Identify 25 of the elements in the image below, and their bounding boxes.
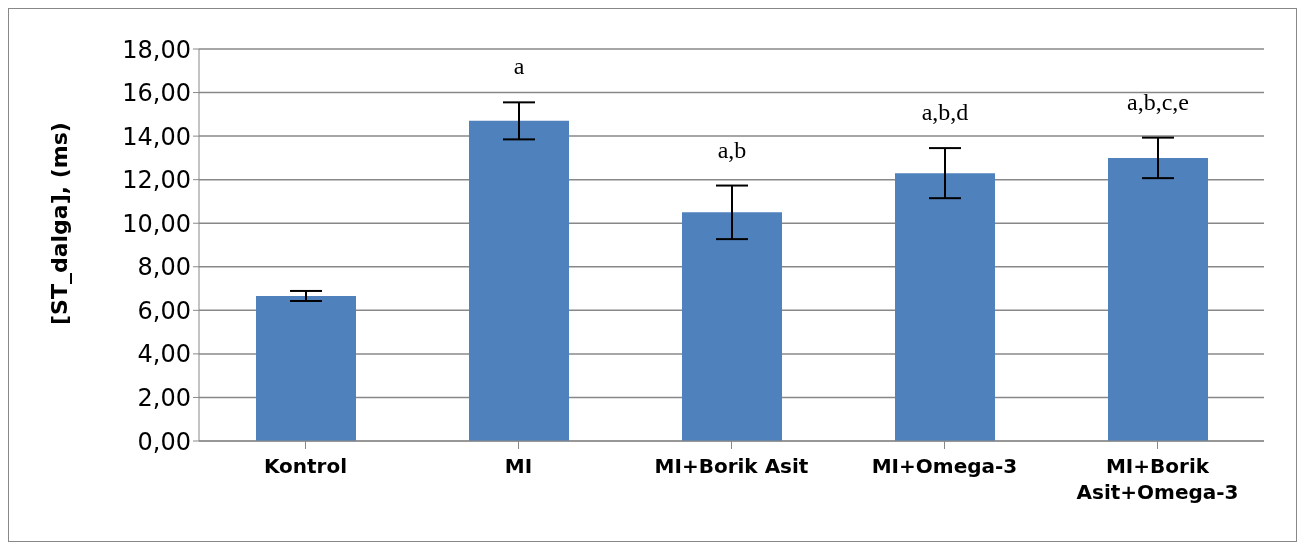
y-tick-label: 16,00 <box>122 79 191 108</box>
y-tick-label: 14,00 <box>122 122 191 151</box>
data-label: a <box>513 53 525 80</box>
y-tick-label: 10,00 <box>122 209 191 238</box>
x-tick-label: MI+Borik Asit <box>654 454 809 478</box>
x-tick-label: MI+Omega-3 <box>871 454 1018 478</box>
y-tick-label: 18,00 <box>122 35 191 64</box>
y-tick-label: 12,00 <box>122 166 191 195</box>
data-label: a,b <box>717 136 747 163</box>
y-tick-label: 6,00 <box>137 296 191 325</box>
bar <box>469 120 569 441</box>
data-label: a,b,c,e <box>1127 88 1189 115</box>
y-axis-title: [ST_dalga], (ms) <box>46 122 72 325</box>
bar <box>256 295 356 441</box>
x-tick-label: MI+Borik Asit+Omega-3 <box>1076 454 1239 504</box>
y-tick-label: 8,00 <box>137 253 191 282</box>
bar <box>895 173 995 441</box>
data-label: a,b,d <box>921 99 969 126</box>
bar <box>1108 157 1208 441</box>
y-tick-label: 2,00 <box>137 383 191 412</box>
x-tick-label: MI <box>504 454 533 478</box>
x-tick-label: Kontrol <box>263 454 348 478</box>
bar <box>682 212 782 441</box>
y-tick-label: 4,00 <box>137 340 191 369</box>
y-tick-label: 0,00 <box>137 427 191 456</box>
